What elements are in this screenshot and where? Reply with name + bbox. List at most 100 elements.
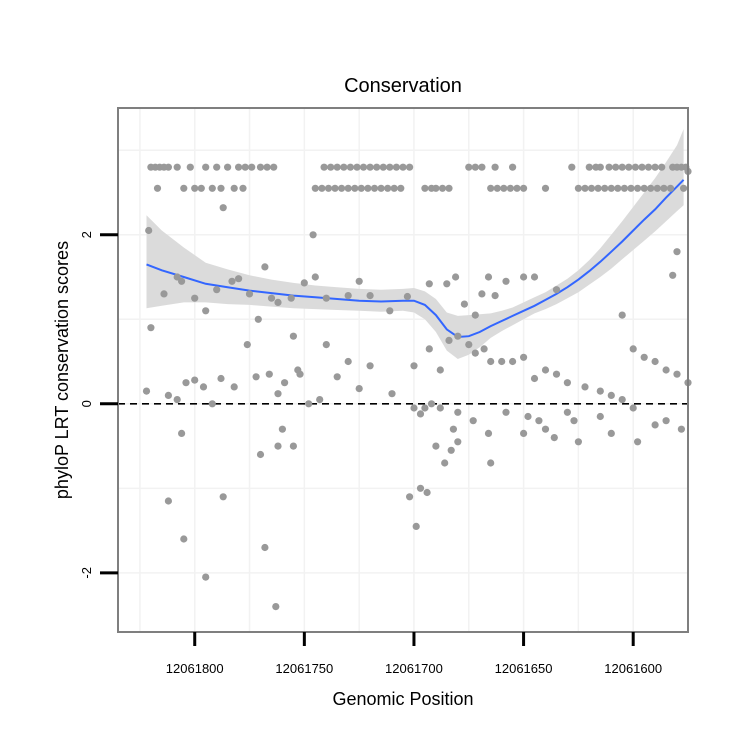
x-tick-label: 12061800 — [166, 661, 224, 676]
data-point — [160, 290, 168, 298]
data-point — [239, 184, 247, 192]
data-point — [406, 493, 414, 501]
data-point — [535, 417, 543, 425]
data-point — [261, 263, 269, 271]
y-axis: -2 0 2 — [79, 231, 118, 579]
data-point — [322, 341, 330, 349]
data-point — [638, 163, 646, 171]
data-point — [248, 163, 256, 171]
data-point — [607, 184, 615, 192]
data-point — [552, 370, 561, 378]
data-point — [587, 184, 596, 192]
data-point — [634, 184, 642, 192]
data-point — [498, 357, 506, 366]
data-point — [397, 184, 405, 192]
data-point — [651, 421, 659, 429]
data-point — [340, 163, 348, 171]
data-point — [219, 493, 227, 501]
data-point — [289, 442, 297, 450]
data-point — [478, 163, 486, 171]
data-point — [182, 379, 190, 387]
data-point — [596, 387, 604, 395]
data-point — [438, 184, 447, 192]
data-point — [653, 184, 661, 192]
data-point — [208, 184, 216, 192]
data-point — [487, 459, 495, 467]
data-point — [471, 311, 479, 319]
data-point — [370, 184, 379, 192]
y-tick-label: 0 — [79, 400, 94, 407]
data-point — [666, 184, 675, 192]
data-point — [680, 184, 688, 192]
data-point — [186, 163, 194, 171]
data-point — [631, 163, 640, 171]
data-point — [406, 163, 414, 171]
data-point — [502, 277, 510, 285]
data-point — [471, 349, 479, 357]
data-point — [658, 163, 666, 171]
data-point — [629, 345, 637, 353]
data-point — [252, 373, 260, 381]
data-point — [618, 163, 626, 171]
data-point — [311, 184, 319, 192]
data-point — [366, 163, 374, 171]
data-point — [399, 163, 407, 171]
data-point — [278, 425, 286, 433]
data-point — [520, 273, 528, 281]
data-point — [432, 442, 440, 450]
data-point — [386, 307, 394, 315]
data-point — [281, 379, 289, 387]
panel-border — [117, 107, 689, 633]
plot-panel — [117, 107, 692, 633]
x-tick-label: 12061750 — [275, 661, 333, 676]
data-point — [178, 429, 186, 437]
data-point — [392, 163, 400, 171]
data-point — [199, 383, 208, 391]
data-point — [359, 163, 368, 171]
data-point — [469, 417, 477, 425]
data-point — [541, 425, 550, 433]
data-point — [202, 307, 210, 315]
y-tick-label: 2 — [79, 231, 94, 238]
data-point — [445, 184, 453, 192]
data-point — [390, 184, 398, 192]
data-point — [421, 404, 429, 412]
data-point — [344, 357, 352, 366]
data-point — [441, 459, 449, 467]
data-point — [421, 184, 429, 192]
data-point — [520, 184, 528, 192]
data-point — [331, 184, 339, 192]
data-point — [427, 400, 436, 408]
data-point — [673, 248, 681, 256]
data-point — [607, 391, 615, 399]
data-point — [316, 396, 324, 404]
data-point — [289, 332, 297, 340]
data-point — [230, 383, 238, 391]
loess-smooth-line — [146, 179, 685, 339]
data-point — [274, 390, 282, 398]
data-point — [618, 311, 626, 319]
data-point — [644, 163, 653, 171]
data-point — [379, 163, 387, 171]
data-point — [647, 184, 655, 192]
data-point — [432, 184, 440, 192]
data-point — [217, 374, 225, 383]
data-point — [502, 408, 510, 416]
data-point — [261, 543, 269, 552]
data-point — [596, 412, 604, 421]
data-point — [445, 336, 453, 344]
data-point — [436, 366, 444, 374]
data-point — [550, 434, 558, 442]
data-point — [219, 204, 227, 212]
data-point — [388, 390, 396, 398]
data-point — [552, 286, 561, 294]
data-point — [662, 417, 670, 425]
data-point — [386, 163, 394, 171]
data-point — [241, 163, 249, 171]
data-point — [373, 163, 381, 171]
y-tick-label: -2 — [79, 567, 94, 579]
x-tick-label: 12061650 — [495, 661, 553, 676]
data-point — [191, 376, 199, 384]
y-axis-title: phyloP LRT conservation scores — [52, 241, 72, 499]
